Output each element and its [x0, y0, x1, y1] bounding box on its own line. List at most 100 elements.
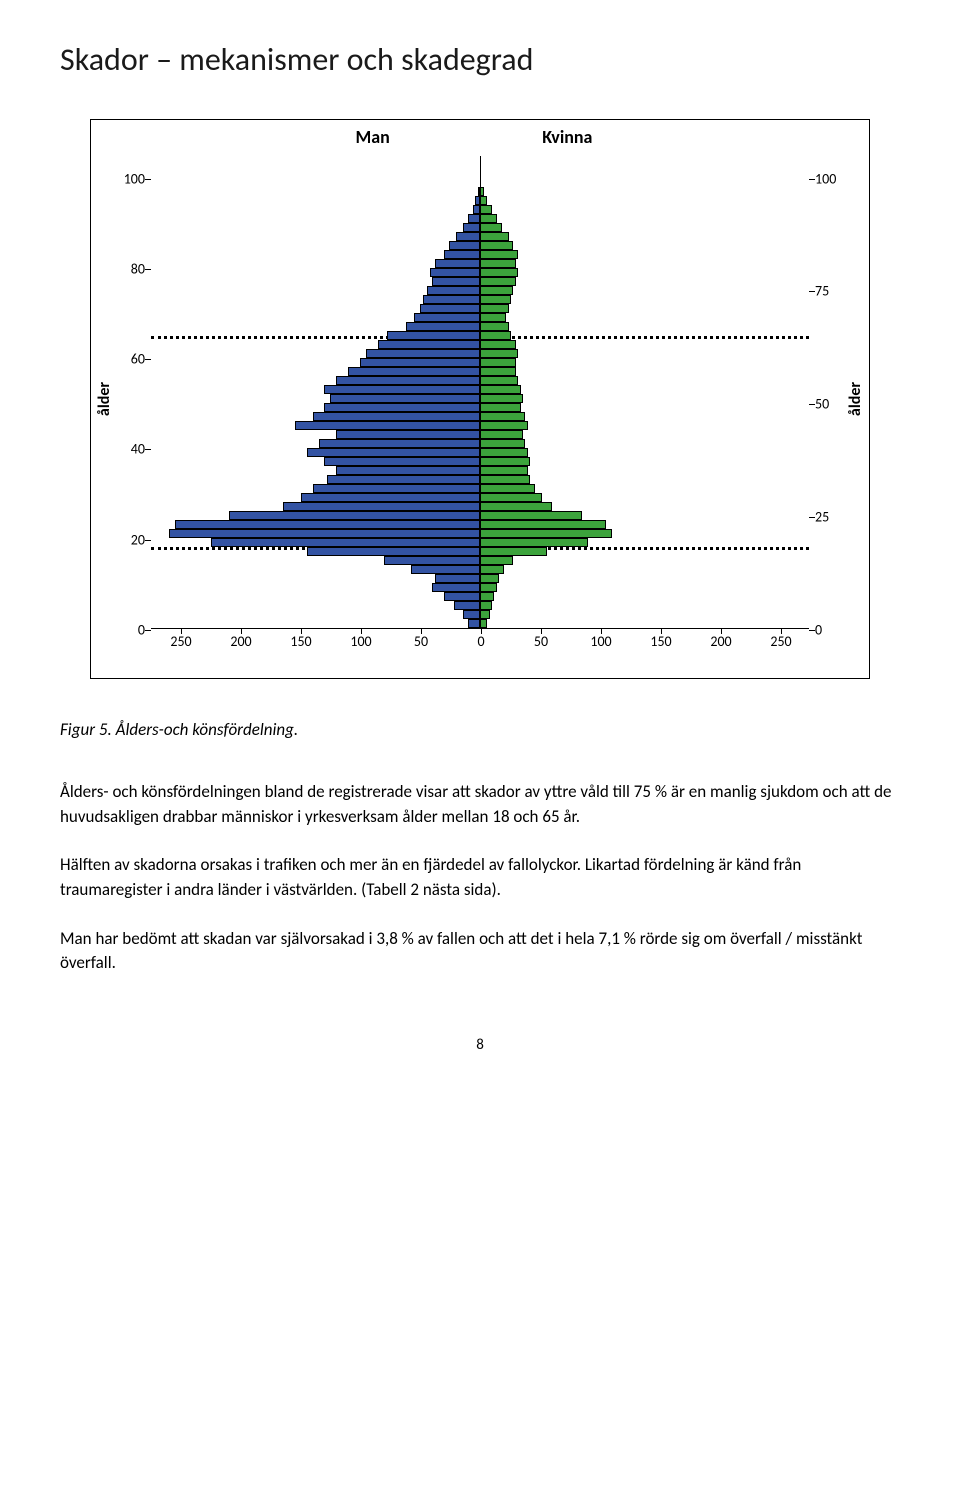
bar-kvinna [480, 286, 513, 295]
age-bar-row [151, 394, 809, 403]
age-bar-row [151, 205, 809, 214]
age-bar-row [151, 421, 809, 430]
y-tick-left: 0 [119, 622, 145, 639]
age-bar-row [151, 304, 809, 313]
bar-kvinna [480, 601, 492, 610]
age-bar-row [151, 268, 809, 277]
age-bar-row [151, 313, 809, 322]
bar-kvinna [480, 430, 523, 439]
bar-man [175, 520, 480, 529]
x-tick: 200 [230, 633, 251, 650]
bar-kvinna [480, 205, 492, 214]
bar-man [348, 367, 480, 376]
age-bar-row [151, 502, 809, 511]
age-bar-row [151, 484, 809, 493]
bar-man [336, 376, 480, 385]
bar-man [414, 313, 480, 322]
bar-kvinna [480, 232, 509, 241]
bar-man [307, 547, 480, 556]
age-bar-row [151, 331, 809, 340]
age-bar-row [151, 349, 809, 358]
age-bar-row [151, 241, 809, 250]
bar-kvinna [480, 376, 518, 385]
x-tick: 250 [770, 633, 791, 650]
bar-kvinna [480, 295, 511, 304]
age-bar-row [151, 574, 809, 583]
bar-man [301, 493, 480, 502]
bar-man [423, 295, 480, 304]
x-axis-line [151, 628, 809, 629]
x-tick: 150 [290, 633, 311, 650]
bar-kvinna [480, 268, 518, 277]
bar-kvinna [480, 610, 490, 619]
bar-man [169, 529, 480, 538]
bar-man [444, 592, 480, 601]
y-tick-right: 50 [815, 396, 841, 413]
age-bar-row [151, 601, 809, 610]
bar-kvinna [480, 448, 528, 457]
x-tick: 100 [350, 633, 371, 650]
y-tick-right: 75 [815, 283, 841, 300]
age-bar-row [151, 610, 809, 619]
x-tick: 0 [477, 633, 484, 650]
age-bar-row [151, 223, 809, 232]
age-bar-row [151, 358, 809, 367]
age-bar-row [151, 340, 809, 349]
bar-kvinna [480, 538, 588, 547]
bar-man [463, 610, 480, 619]
age-bar-row [151, 592, 809, 601]
bar-man [336, 430, 480, 439]
age-bar-row [151, 448, 809, 457]
bar-kvinna [480, 358, 516, 367]
age-bar-row [151, 538, 809, 547]
y-axis-label-right: ålder [846, 382, 865, 416]
bar-kvinna [480, 403, 521, 412]
bar-man [420, 304, 480, 313]
age-gender-pyramid-chart: ålder ålder ManKvinna0204060801000255075… [90, 119, 870, 679]
body-paragraph-2: Hälften av skadorna orsakas i trafiken o… [60, 853, 900, 902]
bar-man [366, 349, 480, 358]
bar-kvinna [480, 619, 487, 628]
bar-kvinna [480, 520, 606, 529]
age-bar-row [151, 232, 809, 241]
bar-man [411, 565, 480, 574]
body-paragraph-1: Ålders- och könsfördelningen bland de re… [60, 780, 900, 829]
bar-kvinna [480, 421, 528, 430]
age-bar-row [151, 583, 809, 592]
bar-kvinna [480, 529, 612, 538]
bar-kvinna [480, 196, 487, 205]
bar-kvinna [480, 349, 518, 358]
age-bar-row [151, 556, 809, 565]
bar-kvinna [480, 556, 513, 565]
y-tick-right: 25 [815, 509, 841, 526]
age-bar-row [151, 295, 809, 304]
bar-man [336, 466, 480, 475]
x-tick: 200 [710, 633, 731, 650]
bar-kvinna [480, 250, 518, 259]
bar-man [430, 268, 480, 277]
age-bar-row [151, 376, 809, 385]
bar-kvinna [480, 394, 523, 403]
age-bar-row [151, 250, 809, 259]
x-tick: 250 [170, 633, 191, 650]
age-bar-row [151, 367, 809, 376]
y-tick-left: 80 [119, 260, 145, 277]
bar-man [432, 583, 480, 592]
bar-man [319, 439, 481, 448]
bar-kvinna [480, 502, 552, 511]
bar-kvinna [480, 565, 504, 574]
page-title: Skador – mekanismer och skadegrad [60, 40, 900, 79]
column-header-kvinna: Kvinna [542, 126, 592, 148]
bar-man [432, 277, 480, 286]
bar-kvinna [480, 322, 509, 331]
plot-area [151, 156, 809, 628]
bar-kvinna [480, 304, 509, 313]
bar-man [324, 385, 480, 394]
bar-man [295, 421, 480, 430]
bar-kvinna [480, 187, 484, 196]
age-bar-row [151, 322, 809, 331]
bar-kvinna [480, 511, 582, 520]
bar-man [378, 340, 480, 349]
bar-kvinna [480, 385, 521, 394]
age-bar-row [151, 259, 809, 268]
